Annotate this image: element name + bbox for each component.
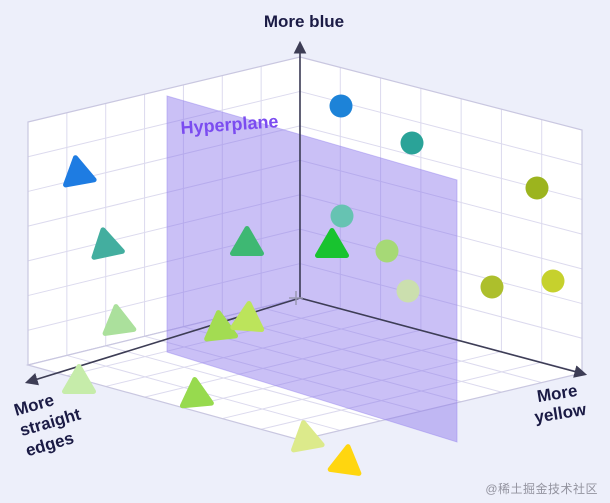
axis-label-more-blue: More blue [264, 12, 344, 31]
left-wall-gridline [27, 263, 301, 331]
floor-gridline [261, 361, 542, 430]
floor-gridline [183, 340, 462, 409]
triangle-point [230, 301, 265, 332]
triangle-point [204, 310, 239, 342]
floor-gridline [105, 345, 381, 422]
triangle-point [230, 226, 264, 256]
triangle-point [62, 364, 96, 394]
circle-point [525, 176, 549, 200]
circle-point [330, 204, 354, 228]
circle-point [400, 131, 424, 155]
axis-label-more-yellow: Moreyellow [530, 380, 588, 427]
triangle-point [327, 444, 362, 476]
triangle-point [179, 377, 214, 409]
watermark: @稀土掘金技术社区 [485, 482, 598, 496]
triangle-point [102, 304, 137, 336]
floor-gridline [261, 307, 542, 384]
circle-point [480, 275, 504, 299]
floor-gridline [222, 351, 502, 420]
circle-point [541, 269, 565, 293]
left-wall-gridline [27, 90, 301, 158]
axis-label-more-straight-edges: Morestraightedges [12, 384, 89, 460]
floor-gridline [222, 316, 502, 393]
floor-gridline [66, 308, 341, 377]
triangle-point [63, 155, 97, 188]
right-wall-gridline [299, 263, 583, 339]
left-wall-gridline [27, 159, 301, 227]
hyperplane [166, 95, 458, 443]
axis-right [299, 297, 588, 378]
hyperplane-layer [166, 95, 458, 443]
left-wall-face [28, 57, 300, 365]
floor-gridline [183, 326, 462, 403]
right-wall-gridline [299, 228, 583, 305]
circle-point [396, 279, 420, 303]
right-wall-face [300, 57, 582, 373]
triangle-point [91, 227, 125, 260]
right-wall-gridline [299, 159, 583, 235]
floor-gridline [144, 335, 421, 412]
triangle-point [291, 420, 325, 453]
data-points-layer [62, 94, 565, 476]
circle-point [375, 239, 399, 263]
left-wall-gridline [27, 194, 301, 262]
floor-gridline [105, 318, 381, 387]
triangle-point [315, 228, 349, 258]
box-walls-layer [25, 56, 583, 441]
circle-point [329, 94, 353, 118]
